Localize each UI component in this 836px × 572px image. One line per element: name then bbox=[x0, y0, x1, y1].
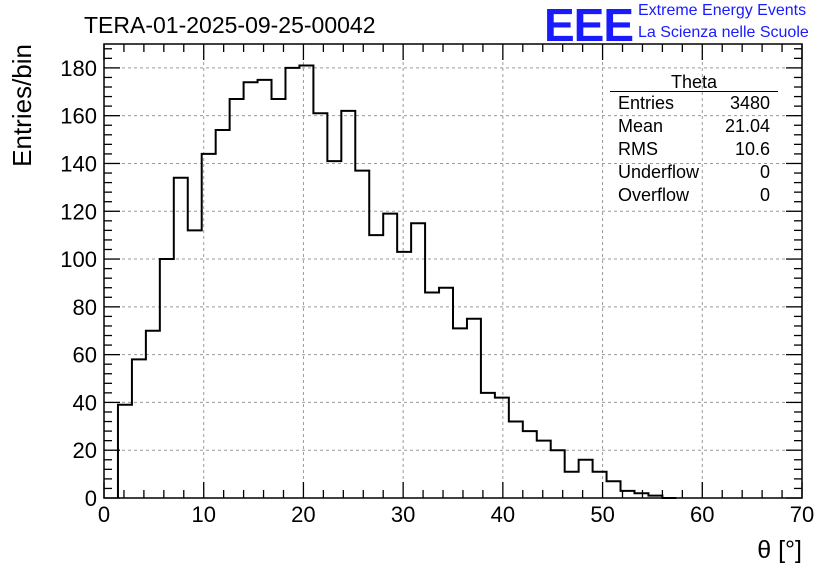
y-tick-label: 80 bbox=[73, 295, 97, 320]
stats-label: Underflow bbox=[618, 162, 700, 182]
logo-text-line1: Extreme Energy Events bbox=[638, 2, 807, 19]
stats-label: Mean bbox=[618, 116, 664, 136]
x-tick-labels: 0 10 20 30 40 50 60 70 bbox=[98, 502, 814, 527]
stats-label: RMS bbox=[618, 139, 658, 159]
logo-text-line2: La Scienza nelle Scuole bbox=[638, 24, 809, 41]
stats-row-overflow: Overflow 0 bbox=[618, 185, 770, 207]
stats-row-rms: RMS 10.6 bbox=[618, 139, 770, 161]
x-tick-label: 50 bbox=[590, 502, 614, 527]
y-tick-label: 160 bbox=[60, 104, 97, 129]
stats-value: 0 bbox=[759, 162, 770, 182]
stats-box-divider bbox=[610, 91, 778, 92]
stats-row-mean: Mean 21.04 bbox=[618, 116, 770, 138]
x-tick-label: 60 bbox=[690, 502, 714, 527]
y-tick-label: 20 bbox=[73, 438, 97, 463]
stats-value: 3480 bbox=[729, 93, 770, 113]
x-tick-label: 70 bbox=[790, 502, 814, 527]
y-tick-label: 40 bbox=[73, 390, 97, 415]
stats-row-underflow: Underflow 0 bbox=[618, 162, 770, 184]
x-axis-title: θ [°] bbox=[757, 536, 802, 564]
x-tick-label: 30 bbox=[391, 502, 415, 527]
x-tick-label: 40 bbox=[491, 502, 515, 527]
y-tick-label: 60 bbox=[73, 343, 97, 368]
axis-ticks bbox=[103, 44, 803, 499]
y-tick-label: 0 bbox=[85, 486, 97, 511]
y-tick-label: 140 bbox=[60, 151, 97, 176]
x-tick-label: 0 bbox=[98, 502, 110, 527]
stats-label: Overflow bbox=[618, 185, 690, 205]
stats-value: 21.04 bbox=[724, 116, 770, 136]
y-tick-label: 120 bbox=[60, 199, 97, 224]
stats-box-title: Theta bbox=[670, 72, 718, 92]
x-tick-label: 20 bbox=[291, 502, 315, 527]
chart-title: TERA-01-2025-09-25-00042 bbox=[84, 12, 376, 38]
y-tick-label: 180 bbox=[60, 56, 97, 81]
plot-frame bbox=[103, 43, 803, 499]
histogram-step-line bbox=[116, 64, 677, 499]
stats-label: Entries bbox=[618, 93, 675, 113]
stats-row-entries: Entries 3480 bbox=[618, 93, 770, 115]
y-tick-label: 100 bbox=[60, 247, 97, 272]
stats-value: 10.6 bbox=[734, 139, 770, 159]
x-tick-label: 10 bbox=[191, 502, 215, 527]
y-tick-labels: 0 20 40 60 80 100 120 140 160 180 bbox=[60, 56, 97, 511]
stats-box: Theta Entries 3480 Mean 21.04 RMS 10.6 U… bbox=[610, 71, 778, 212]
y-axis-title: Entries/bin bbox=[7, 44, 37, 167]
stats-value: 0 bbox=[759, 185, 770, 205]
eee-logo: EEE bbox=[544, 0, 634, 51]
